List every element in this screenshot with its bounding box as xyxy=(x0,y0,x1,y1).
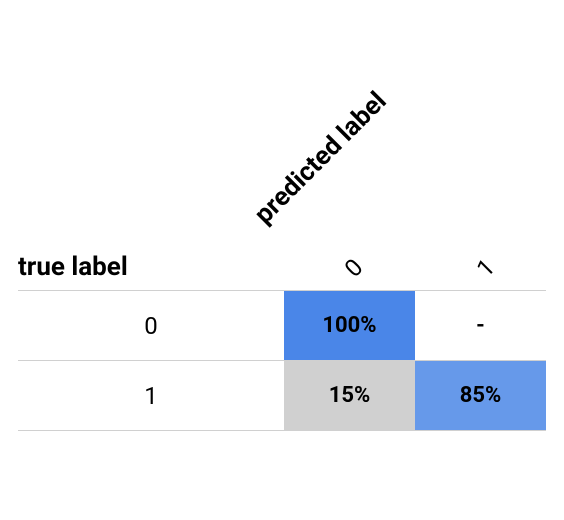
confusion-matrix: true label predicted label 0 1 0 100% - … xyxy=(18,80,546,431)
table-row: 1 15% 85% xyxy=(18,361,546,431)
cell-0-1: - xyxy=(415,291,546,361)
cell-0-0: 100% xyxy=(284,291,415,361)
matrix-table: 0 100% - 1 15% 85% xyxy=(18,290,546,431)
row-label-0: 0 xyxy=(18,291,284,361)
col-label-0: 0 xyxy=(339,253,368,282)
header-row: true label predicted label 0 1 xyxy=(18,80,546,290)
cell-1-1: 85% xyxy=(415,361,546,431)
col-axis-label: predicted label xyxy=(249,86,393,230)
table-row: 0 100% - xyxy=(18,291,546,361)
cell-1-0: 15% xyxy=(284,361,415,431)
row-axis-label: true label xyxy=(18,252,128,282)
col-label-1: 1 xyxy=(471,253,500,282)
row-label-1: 1 xyxy=(18,361,284,431)
